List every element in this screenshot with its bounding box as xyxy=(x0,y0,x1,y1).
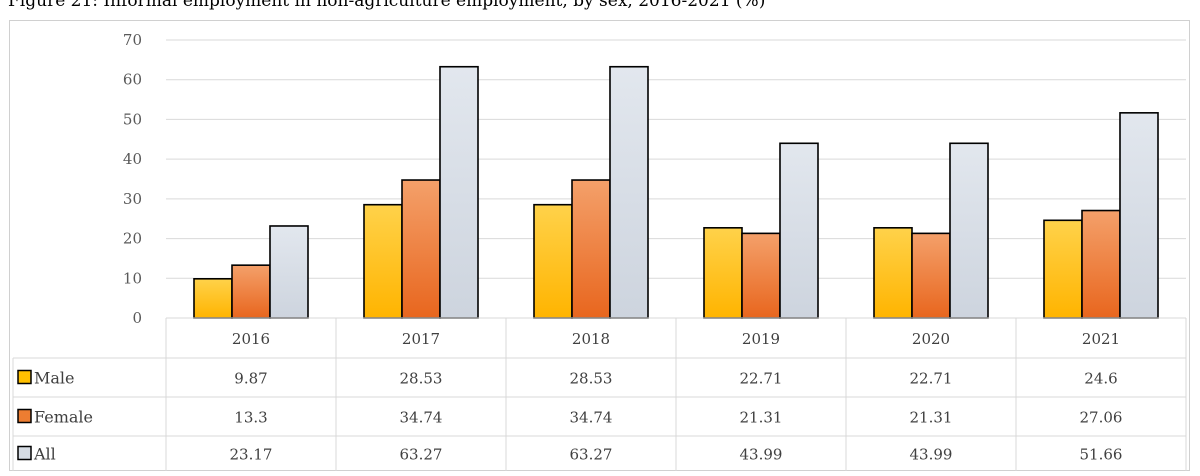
data-label-female: 13.3 xyxy=(234,409,267,427)
data-label-all: 43.99 xyxy=(910,446,953,464)
bar-all-2017 xyxy=(439,65,479,319)
data-label-male: 28.53 xyxy=(400,370,443,388)
data-label-all: 63.27 xyxy=(570,446,613,464)
chart-title: Figure 21: Informal employment in non-ag… xyxy=(8,0,766,11)
bar-female-2017 xyxy=(401,179,441,319)
data-label-male: 22.71 xyxy=(740,370,783,388)
legend-key-male xyxy=(17,369,32,385)
bar-male-2020 xyxy=(873,227,913,319)
data-label-female: 21.31 xyxy=(740,409,783,427)
data-label-male: 28.53 xyxy=(570,370,613,388)
y-tick-label: 70 xyxy=(123,31,142,49)
bar-male-2017 xyxy=(363,203,403,319)
x-tick-label: 2021 xyxy=(1082,330,1120,348)
data-label-female: 34.74 xyxy=(400,409,443,427)
data-label-female: 27.06 xyxy=(1080,409,1123,427)
bar-male-2016 xyxy=(193,278,233,319)
data-label-female: 34.74 xyxy=(570,409,613,427)
x-tick-label: 2018 xyxy=(572,330,610,348)
bar-male-2019 xyxy=(703,227,743,319)
data-label-male: 22.71 xyxy=(910,370,953,388)
x-tick-label: 2020 xyxy=(912,330,950,348)
y-tick-label: 20 xyxy=(123,230,142,248)
x-tick-label: 2016 xyxy=(232,330,270,348)
legend-label-female: Female xyxy=(34,408,93,427)
data-label-all: 63.27 xyxy=(400,446,443,464)
bar-all-2016 xyxy=(269,225,309,319)
data-label-female: 21.31 xyxy=(910,409,953,427)
y-tick-label: 50 xyxy=(123,110,142,128)
legend-key-female xyxy=(17,408,32,424)
data-label-all: 43.99 xyxy=(740,446,783,464)
bar-male-2018 xyxy=(533,203,573,319)
data-label-male: 9.87 xyxy=(234,370,267,388)
x-tick-label: 2017 xyxy=(402,330,440,348)
data-label-all: 23.17 xyxy=(230,446,273,464)
data-label-all: 51.66 xyxy=(1080,446,1123,464)
chart-frame xyxy=(9,20,1190,471)
data-label-male: 24.6 xyxy=(1084,370,1117,388)
bar-all-2018 xyxy=(609,65,649,319)
bar-female-2020 xyxy=(911,232,951,319)
bar-female-2021 xyxy=(1081,209,1121,319)
y-tick-label: 30 xyxy=(123,190,142,208)
x-tick-label: 2019 xyxy=(742,330,780,348)
legend-key-all xyxy=(17,445,32,461)
bar-female-2019 xyxy=(741,232,781,319)
bar-all-2021 xyxy=(1119,112,1159,319)
y-tick-label: 0 xyxy=(132,309,142,327)
y-tick-label: 10 xyxy=(123,269,142,287)
bar-all-2020 xyxy=(949,142,989,319)
bar-female-2018 xyxy=(571,179,611,319)
bar-male-2021 xyxy=(1043,219,1083,319)
bar-all-2019 xyxy=(779,142,819,319)
bar-female-2016 xyxy=(231,264,271,319)
y-tick-label: 60 xyxy=(123,71,142,89)
legend-label-all: All xyxy=(33,445,56,464)
legend-label-male: Male xyxy=(34,369,75,388)
y-tick-label: 40 xyxy=(123,150,142,168)
